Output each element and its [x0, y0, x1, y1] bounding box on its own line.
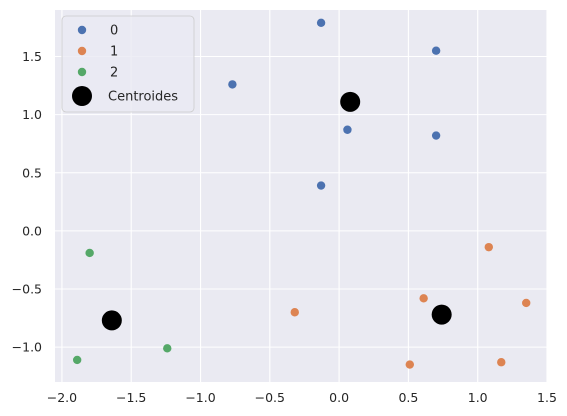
legend: 0 1 2 Centroides	[61, 15, 195, 113]
y-tick-label: −1.0	[12, 340, 42, 355]
x-tick-label: −1.5	[116, 390, 146, 405]
cluster-0-point	[343, 125, 352, 134]
x-tick-label: −0.5	[255, 390, 285, 405]
legend-label: 2	[110, 66, 118, 81]
cluster-2-point	[72, 355, 82, 365]
cluster-1-point	[290, 308, 299, 317]
grid	[55, 10, 548, 382]
cluster-1-point	[419, 294, 428, 303]
cluster-1-point	[497, 358, 506, 367]
x-tick-label: 0.5	[398, 390, 418, 405]
cluster-1-point	[405, 360, 414, 369]
legend-marker	[72, 86, 92, 106]
x-axis-ticks: −2.0 −1.5 −1.0 −0.5 0.0 0.5 1.0 1.5	[47, 390, 557, 405]
legend-marker	[77, 67, 87, 77]
y-tick-label: 1.5	[22, 49, 42, 64]
legend-marker	[77, 25, 87, 35]
centroid-point	[431, 304, 452, 325]
legend-label: Centroides	[108, 90, 178, 105]
centroid-point	[101, 310, 122, 331]
y-tick-label: −0.5	[12, 282, 42, 297]
y-tick-label: 1.0	[22, 107, 42, 122]
cluster-2-point	[85, 248, 94, 258]
centroid-point	[340, 91, 361, 112]
cluster-1-point	[484, 242, 493, 252]
cluster-0-point	[316, 181, 326, 190]
legend-marker	[77, 46, 87, 56]
cluster-0-point	[431, 46, 441, 55]
cluster-0-point	[431, 131, 441, 140]
legend-box	[61, 15, 195, 113]
cluster-1-point	[522, 298, 531, 308]
x-tick-label: −1.0	[185, 390, 215, 405]
x-tick-label: 0.0	[329, 390, 349, 405]
x-tick-label: 1.5	[537, 390, 557, 405]
legend-label: 1	[110, 45, 118, 60]
data-points	[72, 18, 531, 369]
cluster-0-point	[316, 18, 326, 27]
y-tick-label: 0.0	[22, 223, 42, 238]
y-axis-ticks: −1.0 −0.5 0.0 0.5 1.0 1.5	[12, 49, 42, 355]
y-tick-label: 0.5	[22, 165, 42, 180]
cluster-2-point	[163, 344, 172, 353]
legend-label: 0	[110, 24, 118, 39]
cluster-0-point	[228, 80, 237, 89]
x-tick-label: 1.0	[468, 390, 488, 405]
x-tick-label: −2.0	[47, 390, 77, 405]
